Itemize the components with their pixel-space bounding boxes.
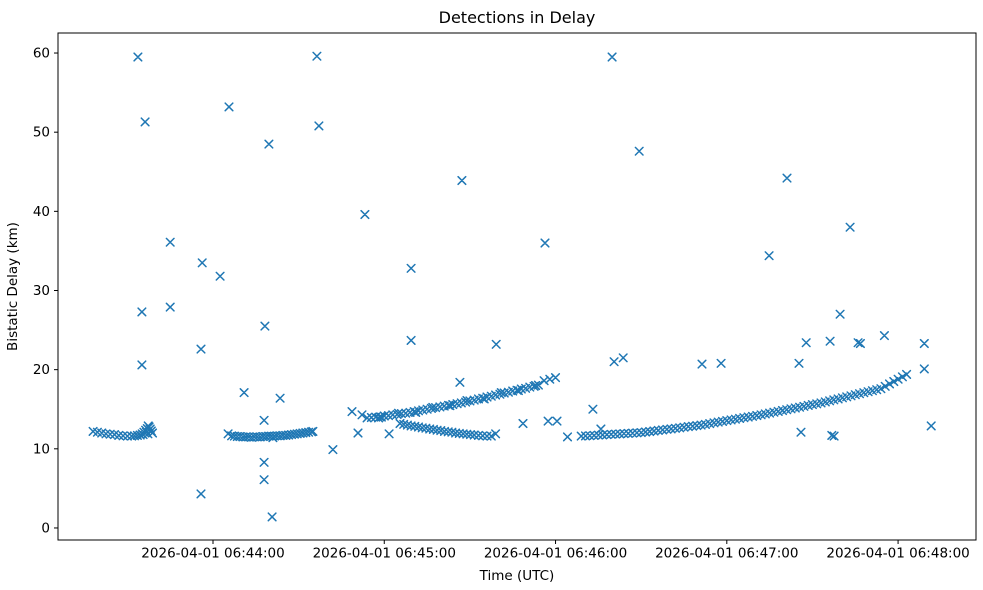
y-tick-label: 20 [33, 362, 50, 378]
series-rising-arc [362, 373, 561, 423]
x-tick-label: 2026-04-01 06:47:00 [655, 546, 798, 562]
x-axis-label: Time (UTC) [479, 568, 555, 584]
x-tick-label: 2026-04-01 06:44:00 [141, 546, 284, 562]
x-tick-label: 2026-04-01 06:48:00 [826, 546, 969, 562]
series-long-rising-track [576, 369, 912, 441]
y-tick-label: 30 [33, 283, 50, 299]
axis-ticks [54, 52, 899, 544]
y-tick-label: 10 [33, 441, 50, 457]
x-tick-label: 2026-04-01 06:46:00 [484, 546, 627, 562]
y-tick-label: 40 [33, 204, 50, 220]
x-tick-label: 2026-04-01 06:45:00 [313, 546, 456, 562]
chart-title: Detections in Delay [439, 8, 596, 27]
series-pass-1-track [88, 421, 158, 441]
y-axis-label: Bistatic Delay (km) [5, 222, 21, 351]
axes-spines [57, 32, 977, 541]
series-scattered-detections [133, 51, 936, 522]
y-tick-label: 60 [33, 46, 50, 62]
y-tick-label: 50 [33, 125, 50, 141]
series-falling-arc [395, 418, 496, 441]
y-tick-label: 0 [41, 520, 50, 536]
scatter-points [88, 51, 936, 522]
plot-area [58, 33, 976, 540]
axis-tick-labels: 2026-04-01 06:44:00 2026-04-01 06:45:00 20… [33, 46, 970, 562]
